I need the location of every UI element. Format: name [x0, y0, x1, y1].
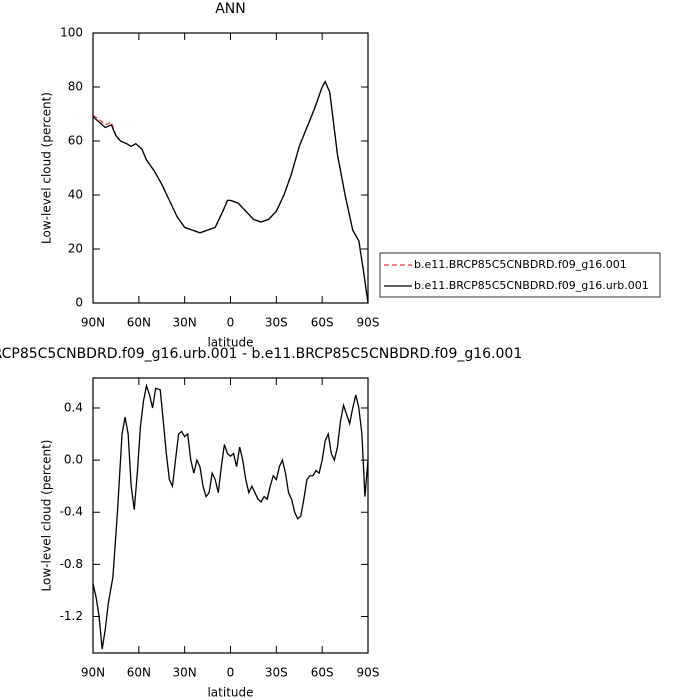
- x-tick-label: 0: [227, 666, 235, 680]
- y-tick-label: 20: [68, 242, 83, 256]
- x-tick-label: 90S: [357, 316, 380, 330]
- x-axis-label: latitude: [207, 686, 253, 700]
- legend-label: b.e11.BRCP85C5CNBDRD.f09_g16.001: [414, 258, 627, 271]
- y-axis-label: Low-level cloud (percent): [40, 440, 54, 592]
- plot-frame: [92, 377, 369, 654]
- plot-frame: [92, 32, 369, 304]
- x-tick-label: 90N: [81, 316, 105, 330]
- y-tick-label: 0.0: [64, 453, 83, 467]
- y-tick-label: 100: [60, 26, 83, 40]
- legend-label: b.e11.BRCP85C5CNBDRD.f09_g16.urb.001: [414, 279, 649, 292]
- legend-box: [379, 252, 661, 298]
- data-line: [92, 383, 369, 650]
- y-tick-label: -1.2: [60, 609, 83, 623]
- x-tick-label: 30N: [173, 316, 197, 330]
- x-tick-label: 30N: [173, 666, 197, 680]
- x-tick-label: 90N: [81, 666, 105, 680]
- y-tick-label: 60: [68, 134, 83, 148]
- y-tick-label: -0.4: [60, 505, 83, 519]
- x-axis-label: latitude: [207, 336, 253, 350]
- x-tick-label: 30S: [265, 666, 288, 680]
- x-tick-label: 0: [227, 316, 235, 330]
- y-tick-label: 0: [75, 296, 83, 310]
- data-line: [92, 80, 369, 304]
- x-tick-label: 30S: [265, 316, 288, 330]
- x-tick-label: 60S: [311, 666, 334, 680]
- y-tick-label: 80: [68, 80, 83, 94]
- chart-title: b.e11.BRCP85C5CNBDRD.f09_g16.urb.001 - b…: [0, 346, 522, 362]
- y-tick-label: 40: [68, 188, 83, 202]
- y-axis-label: Low-level cloud (percent): [40, 92, 54, 244]
- y-tick-label: 0.4: [64, 400, 83, 414]
- data-line: [92, 80, 369, 304]
- chart-title: ANN: [215, 1, 246, 17]
- x-tick-label: 60S: [311, 316, 334, 330]
- x-tick-label: 90S: [357, 666, 380, 680]
- x-tick-label: 60N: [127, 666, 151, 680]
- x-tick-label: 60N: [127, 316, 151, 330]
- y-tick-label: -0.8: [60, 557, 83, 571]
